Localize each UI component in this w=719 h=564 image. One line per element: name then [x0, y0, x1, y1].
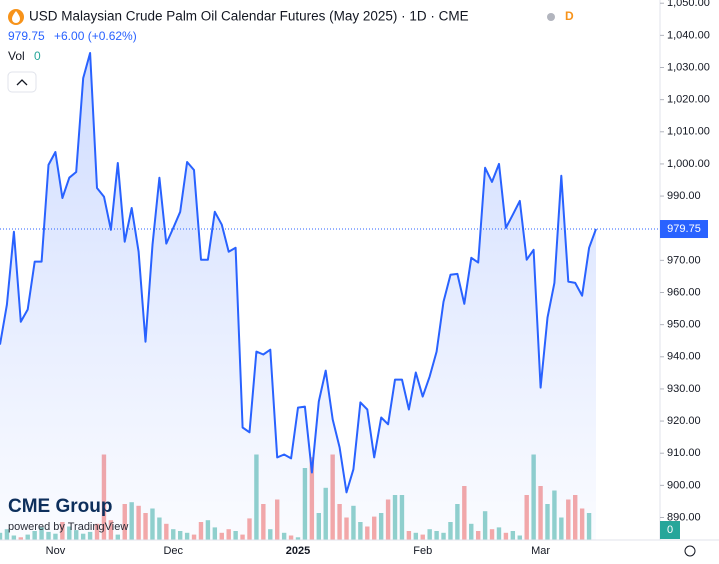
symbol-icon-drop [12, 11, 20, 23]
y-tick-label: 920.00 [667, 415, 701, 427]
plot-layer [0, 52, 597, 540]
collapse-button[interactable] [7, 71, 37, 93]
y-tick-label: 1,040.00 [667, 29, 710, 41]
interval-badge: D [565, 9, 574, 23]
y-tick-label: 1,050.00 [667, 0, 710, 9]
last-price-badge-label: 979.75 [667, 223, 701, 235]
last-price-badge [660, 220, 708, 239]
last-price: 979.75 [8, 29, 45, 43]
y-tick-label: 1,000.00 [667, 158, 710, 170]
y-tick-label: 1,010.00 [667, 126, 710, 138]
y-tick-label: 990.00 [667, 190, 701, 202]
y-tick-label: 1,030.00 [667, 61, 710, 73]
brand-name: CME Group [8, 496, 113, 517]
volume-axis-value: 0 [667, 524, 673, 536]
x-tick-label: 2025 [286, 545, 310, 557]
y-tick-label: 950.00 [667, 319, 701, 331]
price-change: +6.00 (+0.62%) [54, 29, 137, 43]
y-tick-label: 970.00 [667, 254, 701, 266]
y-tick-label: 960.00 [667, 286, 701, 298]
settings-icon[interactable] [684, 545, 696, 557]
x-tick-label: Nov [46, 545, 66, 557]
x-tick-label: Mar [531, 545, 550, 557]
area-fill [0, 53, 596, 540]
collapse-icon [16, 79, 28, 86]
y-tick-label: 890.00 [667, 511, 701, 523]
x-tick-label: Dec [163, 545, 183, 557]
price-line [0, 52, 597, 494]
volume-axis-badge [660, 521, 680, 539]
brand-powered: powered by TradingView [8, 521, 128, 533]
y-tick-label: 940.00 [667, 351, 701, 363]
chart-title: USD Malaysian Crude Palm Oil Calendar Fu… [29, 9, 469, 24]
y-tick-label: 1,020.00 [667, 94, 710, 106]
volume-value: 0 [34, 49, 41, 63]
y-tick-label: 900.00 [667, 479, 701, 491]
status-dot [547, 13, 555, 21]
x-tick-label: Feb [413, 545, 432, 557]
y-tick-label: 930.00 [667, 383, 701, 395]
y-tick-label: 910.00 [667, 447, 701, 459]
volume-label: Vol [8, 49, 25, 63]
